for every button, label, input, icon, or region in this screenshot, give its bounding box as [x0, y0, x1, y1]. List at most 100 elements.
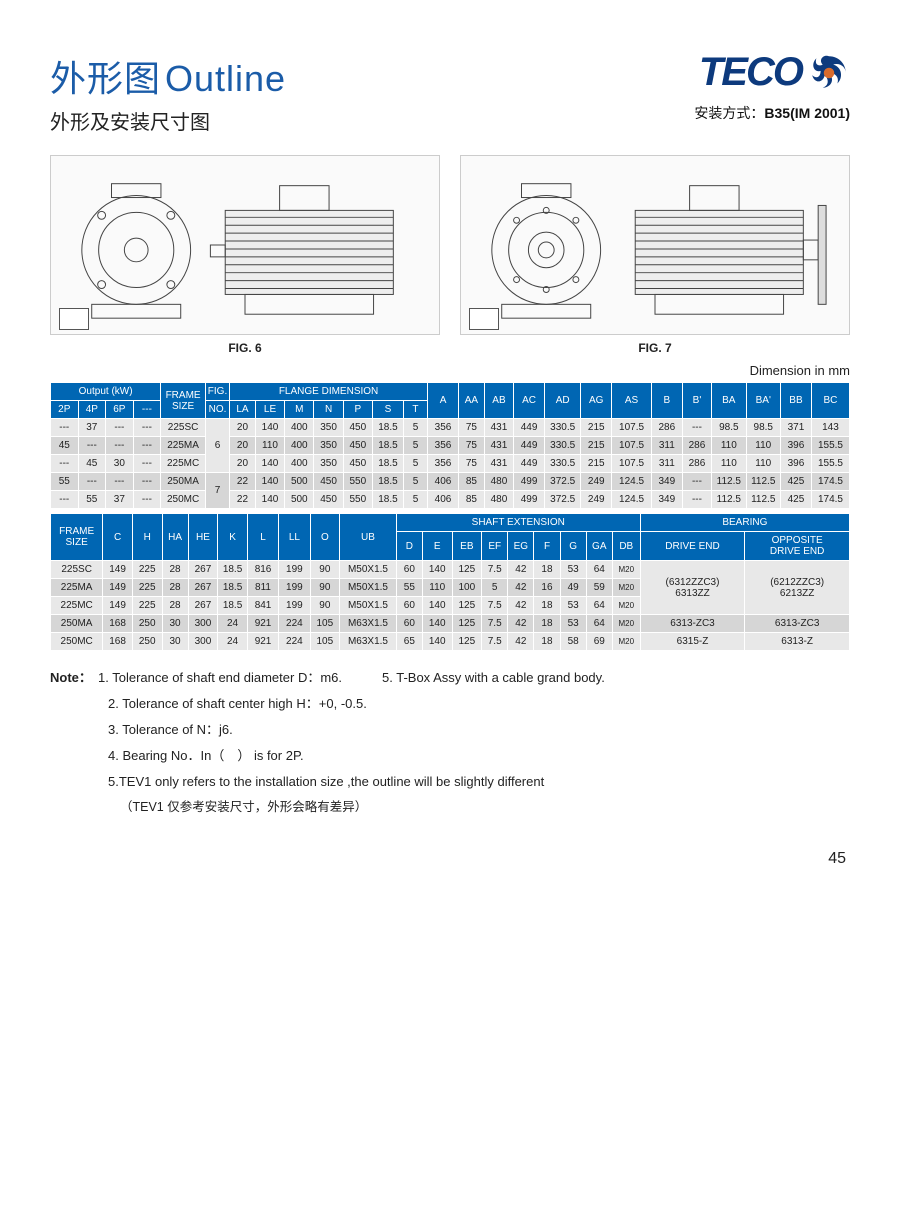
table-cell: 140 [255, 455, 284, 473]
figure-6-caption: FIG. 6 [50, 341, 440, 355]
table-cell: 6313-Z [745, 633, 850, 651]
table-cell: 225 [132, 597, 162, 615]
th2-c: C [103, 514, 133, 561]
th-BB: BB [780, 383, 811, 419]
table-cell: 18.5 [372, 437, 403, 455]
table-cell: 350 [314, 419, 343, 437]
th2-bearing: BEARING [640, 514, 849, 532]
table-cell: 499 [514, 491, 545, 509]
table-cell: 149 [103, 561, 133, 579]
figure-7: FIG. 7 [460, 155, 850, 355]
table-cell: 140 [255, 473, 284, 491]
table-cell: 60 [396, 561, 422, 579]
table-cell: 300 [188, 633, 218, 651]
table-cell: M20 [612, 597, 640, 615]
table-cell: 330.5 [545, 419, 581, 437]
th-6p: 6P [106, 401, 134, 419]
table-cell: 22 [230, 491, 256, 509]
table-cell: 250 [132, 615, 162, 633]
table-cell: 22 [230, 473, 256, 491]
table-cell: 110 [255, 437, 284, 455]
table-cell: 64 [586, 597, 612, 615]
table-cell: 69 [586, 633, 612, 651]
table-cell: 921 [247, 633, 278, 651]
th-2p: 2P [51, 401, 79, 419]
table-cell: 215 [581, 455, 612, 473]
table-cell: --- [682, 491, 711, 509]
mount-info: 安装方式：B35(IM 2001) [694, 103, 850, 123]
table-cell: 349 [651, 473, 682, 491]
table-cell: 105 [310, 615, 340, 633]
table-cell: 16 [534, 579, 560, 597]
table-cell: 300 [188, 615, 218, 633]
table-cell: 400 [285, 455, 314, 473]
table-cell: 168 [103, 615, 133, 633]
th-BC: BC [811, 383, 849, 419]
table-cell: 7.5 [482, 561, 508, 579]
table-cell: 30 [106, 455, 134, 473]
th-A: A [428, 383, 459, 419]
table-cell: 841 [247, 597, 278, 615]
cell-figno: 7 [205, 473, 229, 509]
table-cell: 249 [581, 473, 612, 491]
table-cell: 143 [811, 419, 849, 437]
table-cell: 55 [396, 579, 422, 597]
title-en: Outline [165, 58, 286, 99]
th-n: N [314, 401, 343, 419]
table-cell: 225SC [161, 419, 206, 437]
table-cell: 225MC [51, 597, 103, 615]
table-cell: 112.5 [712, 491, 746, 509]
mount-label: 安装方式： [694, 105, 764, 121]
th2-ll: LL [279, 514, 310, 561]
table-cell: 140 [255, 491, 284, 509]
table-cell: 20 [230, 437, 256, 455]
table-cell: 20 [230, 455, 256, 473]
th-output: Output (kW) [51, 383, 161, 401]
table-cell: M63X1.5 [340, 633, 397, 651]
table-cell: (6212ZZC3) 6213ZZ [745, 561, 850, 615]
table-cell: 250MA [161, 473, 206, 491]
table-cell: 356 [428, 455, 459, 473]
th2-f: F [534, 532, 560, 561]
table-cell: 311 [651, 437, 682, 455]
table-cell: 107.5 [612, 419, 652, 437]
table-cell: 155.5 [811, 455, 849, 473]
table-cell: 140 [422, 597, 452, 615]
table-cell: 396 [780, 437, 811, 455]
table-cell: 450 [314, 491, 343, 509]
note-2: 2. Tolerance of shaft center high H：+0, … [108, 691, 850, 717]
note-5-inline: 5. T-Box Assy with a cable grand body. [382, 665, 605, 691]
table-cell: (6312ZZC3) 6313ZZ [640, 561, 745, 615]
table-cell: 350 [314, 455, 343, 473]
dimension-table-2: FRAME SIZE C H HA HE K L LL O UB SHAFT E… [50, 513, 850, 651]
table-cell: --- [51, 491, 79, 509]
table-cell: 53 [560, 561, 586, 579]
table-cell: 59 [586, 579, 612, 597]
th2-h: H [132, 514, 162, 561]
table-cell: 267 [188, 579, 218, 597]
th2-d: D [396, 532, 422, 561]
th2-db: DB [612, 532, 640, 561]
table-cell: 396 [780, 455, 811, 473]
table-cell: 110 [746, 455, 780, 473]
table-cell: 311 [651, 455, 682, 473]
table-cell: --- [133, 455, 161, 473]
th-flange: FLANGE DIMENSION [230, 383, 428, 401]
table-cell: 125 [452, 615, 482, 633]
th2-ga: GA [586, 532, 612, 561]
table-cell: 18 [534, 561, 560, 579]
table-cell: 5 [403, 473, 427, 491]
page-number: 45 [50, 850, 850, 868]
table-cell: --- [133, 491, 161, 509]
th2-de: DRIVE END [640, 532, 745, 561]
table-cell: 75 [459, 419, 485, 437]
table-cell: 450 [343, 437, 372, 455]
table-cell: 330.5 [545, 455, 581, 473]
table-cell: 37 [78, 419, 106, 437]
table-cell: 140 [422, 615, 452, 633]
table-cell: 5 [403, 455, 427, 473]
table-cell: 449 [514, 419, 545, 437]
title-cn: 外形图 [50, 58, 161, 99]
table-cell: 105 [310, 633, 340, 651]
th2-l: L [247, 514, 278, 561]
